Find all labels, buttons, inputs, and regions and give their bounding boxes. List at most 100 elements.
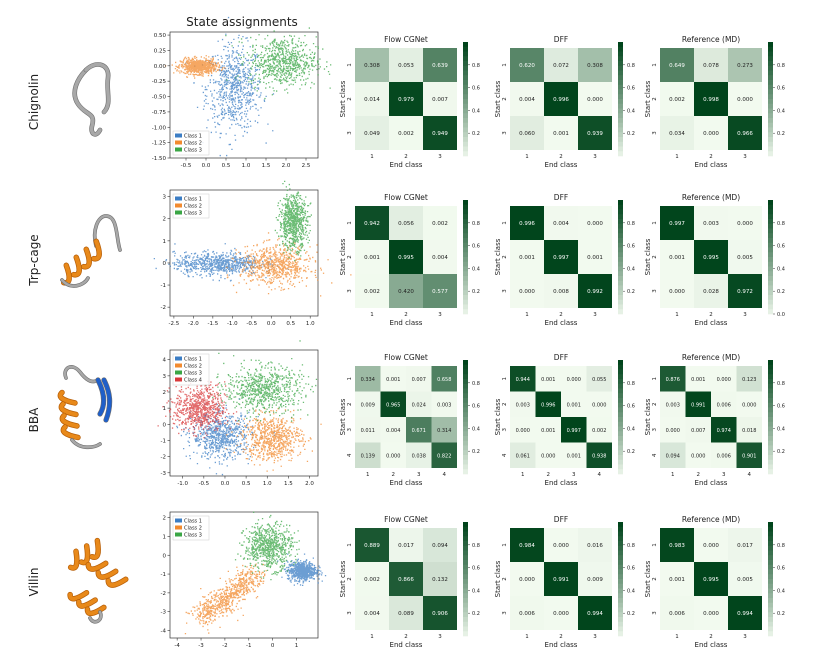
colorbar-segment bbox=[768, 127, 773, 133]
colorbar-tick-label: 0.4 bbox=[472, 426, 480, 432]
heatmap-cell bbox=[561, 391, 587, 417]
colorbar-tick-label: 0.2 bbox=[472, 289, 480, 295]
heatmap-reference-md: Reference (MD) 0.997 0.003 0.000 0.001 0.995 0… bbox=[644, 193, 785, 327]
colorbar-segment bbox=[768, 417, 773, 423]
heatmap-cell bbox=[389, 528, 423, 562]
colorbar-segment bbox=[463, 564, 468, 570]
colorbar-segment bbox=[463, 299, 468, 305]
y-tick-label: -1 bbox=[161, 438, 166, 444]
colorbar-segment bbox=[463, 431, 468, 437]
cell-value: 0.003 bbox=[516, 402, 530, 408]
cell-value: 0.028 bbox=[703, 289, 719, 295]
x-tick-label: 3 bbox=[438, 312, 442, 318]
cell-value: 0.996 bbox=[553, 97, 569, 103]
cell-value: 0.007 bbox=[432, 97, 448, 103]
heatmap-title: DFF bbox=[554, 35, 568, 44]
cell-value: 0.001 bbox=[669, 577, 685, 583]
cell-value: 0.639 bbox=[432, 63, 448, 69]
helix-turn bbox=[96, 569, 118, 580]
heatmap-cell bbox=[423, 206, 457, 240]
legend-swatch bbox=[175, 140, 182, 145]
colorbar-segment bbox=[618, 360, 623, 366]
x-tick-label: -1.0 bbox=[177, 481, 188, 487]
colorbar-segment bbox=[618, 440, 623, 446]
x-tick-label: 0.5 bbox=[286, 321, 295, 327]
colorbar-segment bbox=[618, 602, 623, 608]
cell-value: 0.000 bbox=[666, 428, 680, 434]
heatmap-cell bbox=[544, 116, 578, 150]
cell-value: 0.997 bbox=[669, 221, 685, 227]
heatmap-cell bbox=[355, 442, 381, 468]
heatmap-cell bbox=[510, 391, 536, 417]
colorbar-segment bbox=[768, 579, 773, 585]
heatmap-cell bbox=[423, 82, 457, 116]
cell-value: 0.997 bbox=[553, 255, 569, 261]
cell-value: 0.056 bbox=[398, 221, 414, 227]
cell-value: 0.000 bbox=[592, 402, 606, 408]
colorbar-segment bbox=[463, 631, 468, 637]
colorbar-segment bbox=[768, 65, 773, 71]
heatmap-cell bbox=[660, 391, 686, 417]
y-tick-label: 2 bbox=[163, 516, 167, 522]
heatmap-cell bbox=[510, 562, 544, 596]
colorbar-tick-label: 0.6 bbox=[472, 566, 480, 572]
colorbar-segment bbox=[768, 118, 773, 124]
colorbar-segment bbox=[618, 393, 623, 399]
colorbar-segment bbox=[618, 238, 623, 244]
colorbar-tick-label: 0.8 bbox=[627, 381, 635, 387]
colorbar-tick-label: 0.2 bbox=[777, 611, 785, 617]
heatmap-cell bbox=[355, 528, 389, 562]
colorbar-segment bbox=[618, 560, 623, 566]
y-tick-label: 1 bbox=[502, 221, 508, 225]
heatmap-cell bbox=[728, 528, 762, 562]
heatmap-cell bbox=[660, 274, 694, 308]
x-tick-label: 3 bbox=[572, 472, 576, 478]
heatmap-cell bbox=[578, 240, 612, 274]
heatmap-cell bbox=[510, 116, 544, 150]
colorbar-tick-label: 0.8 bbox=[472, 381, 480, 387]
y-tick-label: -1.00 bbox=[152, 125, 167, 131]
cell-value: 0.000 bbox=[519, 289, 535, 295]
y-tick-label: 1 bbox=[502, 377, 508, 381]
cell-value: 0.996 bbox=[541, 402, 555, 408]
y-tick-label: 1 bbox=[652, 543, 658, 547]
colorbar-segment bbox=[618, 141, 623, 147]
colorbar-tick-label: 0.2 bbox=[472, 449, 480, 455]
heatmap-cell bbox=[355, 82, 389, 116]
colorbar-segment bbox=[463, 464, 468, 470]
heatmap-cell bbox=[380, 391, 406, 417]
backbone-loop bbox=[93, 214, 122, 252]
cell-value: 0.001 bbox=[691, 377, 705, 383]
heatmap-cell bbox=[685, 366, 711, 392]
colorbar-segment bbox=[463, 579, 468, 585]
colorbar-segment bbox=[618, 402, 623, 408]
y-tick-label: -2 bbox=[161, 455, 166, 461]
backbone-loop bbox=[70, 438, 102, 449]
cell-value: 0.944 bbox=[516, 377, 530, 383]
cell-value: 0.992 bbox=[587, 289, 603, 295]
y-axis-label: Start class bbox=[494, 398, 502, 435]
colorbar-tick-label: 0.8 bbox=[472, 221, 480, 227]
cell-value: 0.004 bbox=[432, 255, 448, 261]
colorbar-tick-label: 0.4 bbox=[472, 588, 480, 594]
y-tick-label: -2 bbox=[161, 305, 166, 311]
colorbar-segment bbox=[463, 412, 468, 418]
y-tick-label: 3 bbox=[347, 289, 353, 293]
colorbar-segment bbox=[618, 65, 623, 71]
heatmap-cell bbox=[423, 116, 457, 150]
colorbar-segment bbox=[463, 522, 468, 528]
colorbar-segment bbox=[463, 94, 468, 100]
colorbar-segment bbox=[618, 583, 623, 589]
colorbar-segment bbox=[618, 146, 623, 152]
cell-value: 0.308 bbox=[587, 63, 603, 69]
colorbar-segment bbox=[768, 200, 773, 206]
legend-swatch bbox=[175, 363, 182, 368]
cell-value: 0.995 bbox=[398, 255, 414, 261]
cell-value: 0.938 bbox=[592, 453, 606, 459]
x-tick-label: 2 bbox=[404, 312, 408, 318]
cell-value: 0.000 bbox=[519, 577, 535, 583]
colorbar-segment bbox=[463, 141, 468, 147]
helix bbox=[85, 560, 129, 588]
cell-value: 0.308 bbox=[364, 63, 380, 69]
y-tick-label: -1 bbox=[161, 572, 166, 578]
